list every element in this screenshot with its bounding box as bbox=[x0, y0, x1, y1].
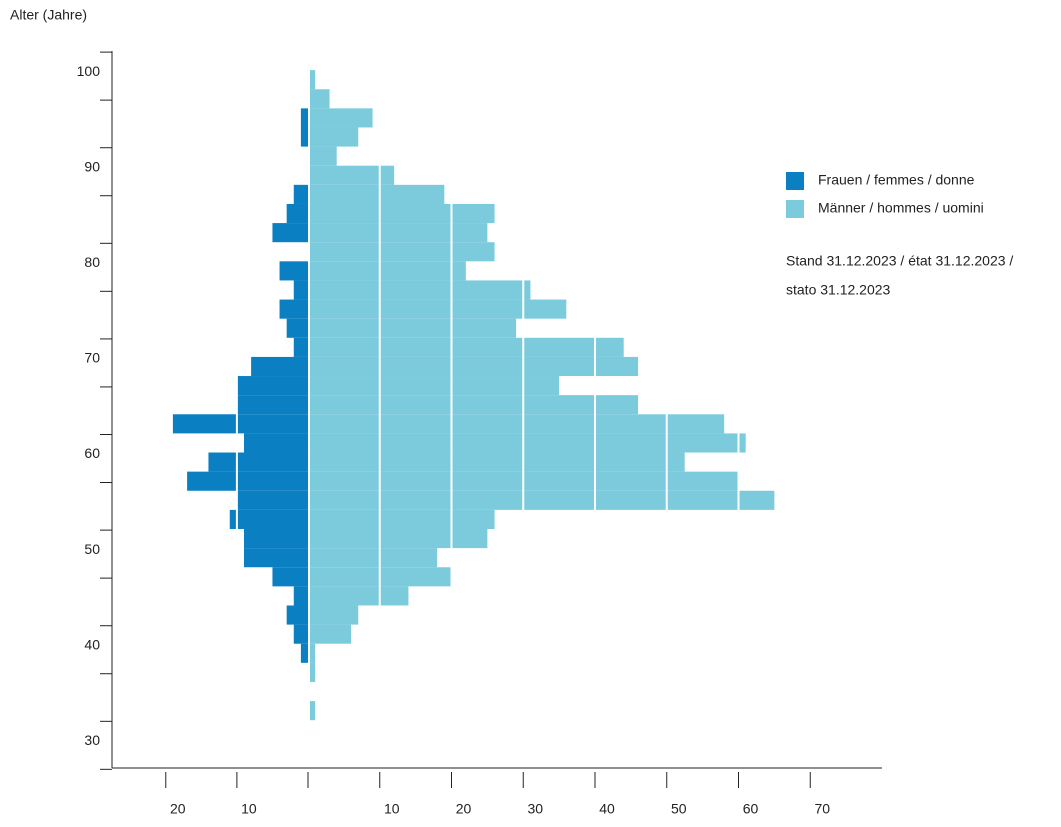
x-tick-label: 10 bbox=[384, 801, 400, 817]
bar-men bbox=[310, 624, 352, 644]
bar-women bbox=[244, 433, 308, 453]
x-tick-label: 30 bbox=[527, 801, 543, 817]
bar-women bbox=[300, 108, 308, 128]
bar-men bbox=[310, 146, 337, 166]
legend-swatch bbox=[786, 172, 804, 190]
bar-women bbox=[286, 318, 308, 338]
bar-men bbox=[310, 203, 495, 224]
bar-women bbox=[293, 624, 308, 644]
bar-men bbox=[310, 376, 560, 396]
x-tick-label: 60 bbox=[743, 801, 759, 817]
bar-men bbox=[310, 127, 359, 147]
bar-men bbox=[310, 165, 395, 185]
bar-men bbox=[310, 242, 495, 262]
bar-men bbox=[310, 70, 316, 90]
bar-women bbox=[172, 414, 308, 434]
bar-women bbox=[293, 184, 308, 204]
y-tick-label: 100 bbox=[77, 63, 101, 79]
bar-women bbox=[293, 280, 308, 300]
bar-women bbox=[293, 586, 308, 606]
bar-women bbox=[251, 356, 308, 377]
bar-men bbox=[310, 356, 639, 377]
bar-men bbox=[310, 261, 466, 281]
bar-men bbox=[310, 490, 775, 510]
bar-women bbox=[286, 203, 308, 224]
legend-swatch bbox=[786, 200, 804, 218]
bar-women bbox=[293, 337, 308, 357]
x-tick-label: 10 bbox=[241, 801, 257, 817]
bar-men bbox=[310, 108, 373, 128]
x-tick-label: 50 bbox=[671, 801, 687, 817]
note: Stand 31.12.2023 / état 31.12.2023 / bbox=[786, 253, 1013, 269]
bar-men bbox=[310, 605, 359, 625]
y-tick-label: 70 bbox=[84, 350, 100, 366]
bar-women bbox=[229, 509, 308, 529]
x-tick-label: 20 bbox=[456, 801, 472, 817]
x-tick-label: 40 bbox=[599, 801, 615, 817]
bar-men bbox=[310, 280, 531, 300]
note: stato 31.12.2023 bbox=[786, 282, 891, 298]
bar-men bbox=[310, 89, 330, 109]
bar-women bbox=[286, 605, 308, 625]
bar-women bbox=[300, 127, 308, 147]
bar-men bbox=[310, 509, 495, 529]
bar-women bbox=[272, 223, 308, 243]
bar-men bbox=[310, 223, 488, 243]
bar-men bbox=[310, 414, 725, 434]
bar-women bbox=[244, 548, 308, 568]
bar-men bbox=[310, 395, 639, 415]
bar-men bbox=[310, 548, 438, 568]
x-tick-label: 20 bbox=[170, 801, 186, 817]
bar-women bbox=[208, 452, 308, 472]
x-tick-label: 70 bbox=[814, 801, 830, 817]
bar-men bbox=[310, 586, 409, 606]
bar-men bbox=[310, 184, 445, 204]
y-tick-label: 90 bbox=[84, 158, 100, 174]
y-axis-label: Alter (Jahre) bbox=[10, 7, 87, 23]
y-tick-label: 50 bbox=[84, 541, 100, 557]
bar-men bbox=[310, 529, 488, 549]
bar-women bbox=[236, 376, 308, 396]
bar-men bbox=[310, 318, 517, 338]
bar-women bbox=[279, 299, 308, 319]
bar-men bbox=[310, 452, 685, 472]
legend-label: Männer / hommes / uomini bbox=[818, 200, 984, 216]
legend-label: Frauen / femmes / donne bbox=[818, 172, 975, 188]
bar-women bbox=[279, 261, 308, 281]
y-tick-label: 80 bbox=[84, 254, 100, 270]
bar-women bbox=[236, 395, 308, 415]
bar-women bbox=[272, 567, 308, 587]
bar-women bbox=[244, 529, 308, 549]
bar-women bbox=[236, 490, 308, 510]
bar-men bbox=[310, 701, 316, 721]
bar-women bbox=[187, 471, 308, 491]
bar-men bbox=[310, 433, 746, 453]
y-tick-label: 30 bbox=[84, 732, 100, 748]
bar-men bbox=[310, 643, 316, 663]
bar-women bbox=[300, 643, 308, 663]
bar-men bbox=[310, 662, 316, 682]
bar-men bbox=[310, 337, 624, 357]
bar-men bbox=[310, 299, 567, 319]
y-tick-label: 60 bbox=[84, 445, 100, 461]
y-tick-label: 40 bbox=[84, 636, 100, 652]
